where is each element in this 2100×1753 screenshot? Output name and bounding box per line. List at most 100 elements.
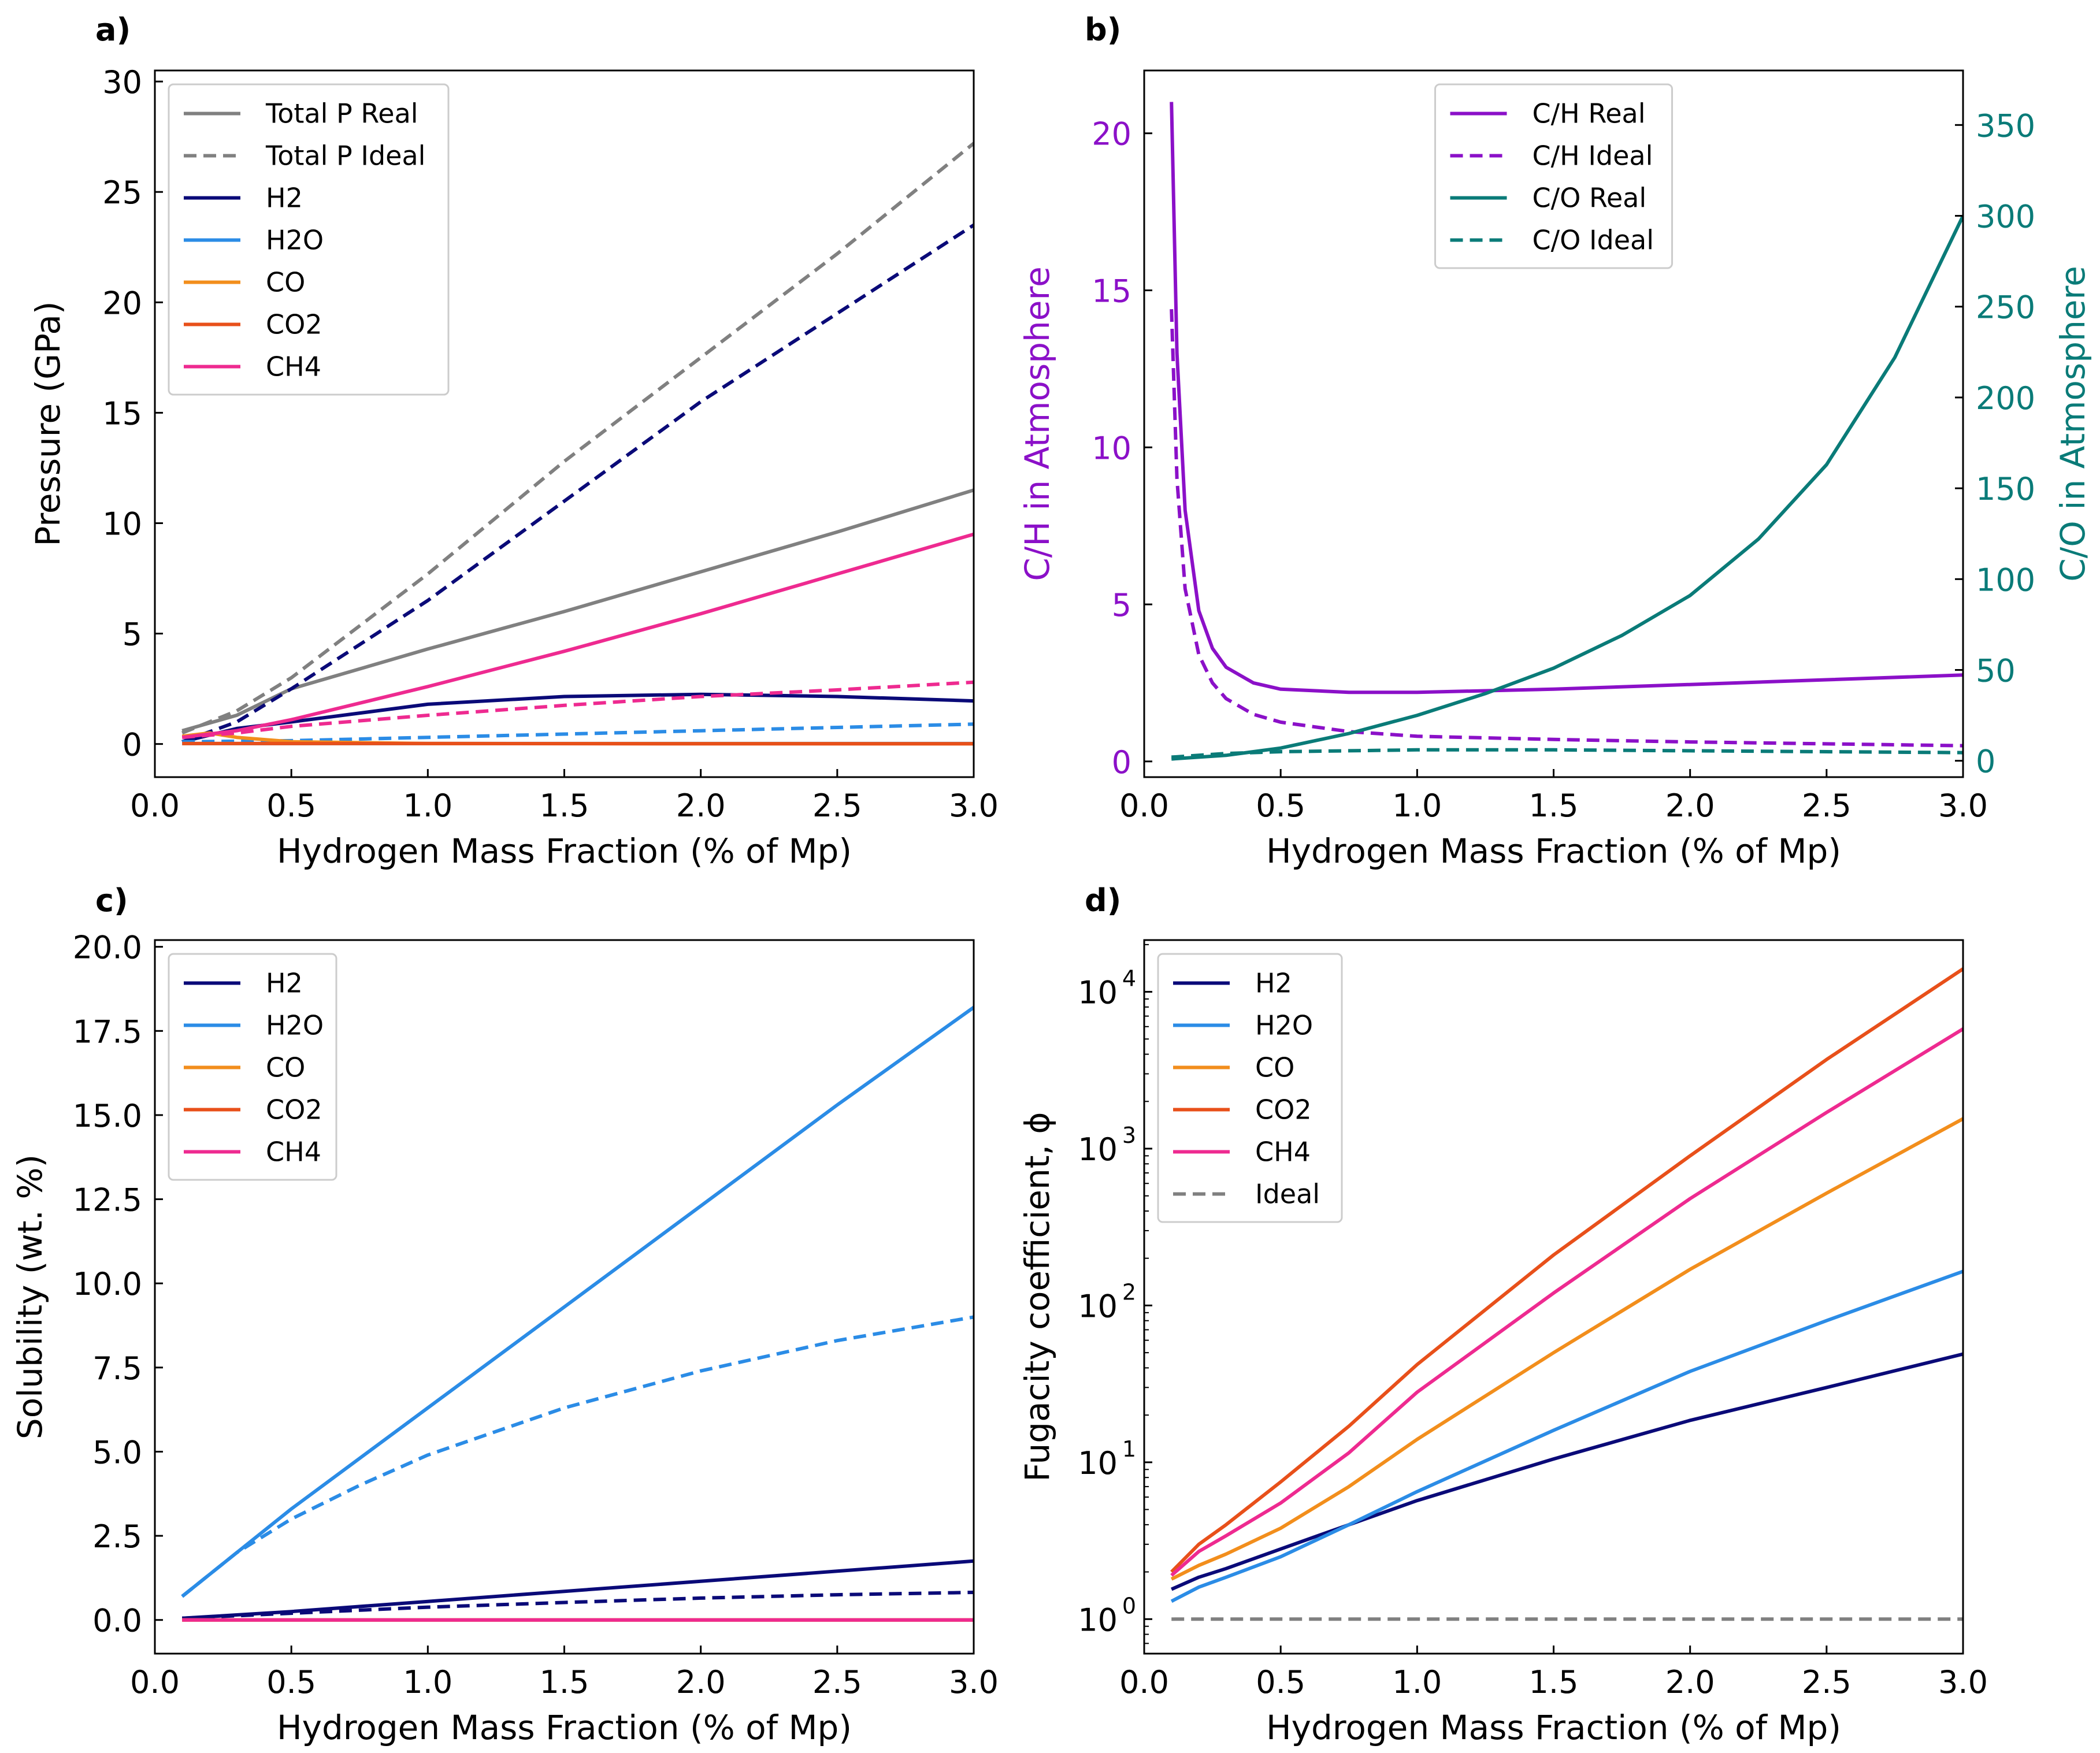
x-tick-label: 0.0 [1119,1664,1169,1700]
x-axis-label: Hydrogen Mass Fraction (% of Mp) [1266,831,1841,871]
legend-entry-label: CH4 [1255,1137,1311,1168]
y-tick-label: 10 [102,506,142,542]
y-tick-label: 15 [1092,273,1131,309]
series-line-h2 [182,1559,974,1620]
y-tick-label: 0 [1112,744,1131,781]
x-axis-label: Hydrogen Mass Fraction (% of Mp) [277,1708,852,1747]
series-line-ch4-ideal [181,680,974,740]
x-tick-label: 2.5 [1802,1664,1852,1700]
y2-tick-label: 350 [1976,107,2035,144]
x-tick-label: 2.0 [1665,1664,1715,1700]
x-tick-label: 1.0 [403,1664,452,1700]
series-line-co2 [1170,967,1963,1573]
y2-tick-label: 300 [1976,199,2035,235]
y-tick-label: 2.5 [92,1518,142,1555]
series-line-c-h-real [1170,102,1963,694]
legend-entry-label: H2O [1255,1010,1313,1041]
x-tick-label: 2.5 [812,1664,862,1700]
x-axis-label: Hydrogen Mass Fraction (% of Mp) [277,831,852,871]
legend-entry-label: CO2 [1255,1094,1312,1126]
y-tick-exponent: 2 [1122,1279,1136,1305]
x-tick-label: 1.5 [1529,1664,1579,1700]
x-tick-label: 1.0 [1392,1664,1442,1700]
legend-entry-label: H2O [266,1010,324,1041]
legend: H2 H2O CO CO2 CH4 Ideal [1157,953,1343,1223]
x-tick-label: 3.0 [949,1664,999,1700]
x-axis-label: Hydrogen Mass Fraction (% of Mp) [1266,1708,1841,1747]
legend-entry-label: C/H Real [1533,98,1646,129]
x-tick-label: 2.0 [676,788,726,824]
y-tick-label: 5 [1112,587,1131,623]
y2-tick-label: 150 [1976,471,2035,507]
legend-entry-label: H2O [266,225,324,256]
series-line-c-o-real [1171,215,1963,761]
x-tick-label: 1.0 [1392,788,1442,824]
y-tick-label: 12.5 [73,1182,142,1219]
panel-1: a) 0.0 0.5 1.0 1.5 2.0 2.5 3.0 0 5 10 15 20 25 30 Hydro… [28,12,999,871]
x-tick-label: 1.0 [403,788,452,824]
panel-label: d) [1085,882,1121,919]
y-tick-label: 15 [102,395,142,432]
y-tick-label: 10 [1078,1131,1118,1168]
plot-area [1170,967,1963,1621]
y-tick-label: 10 [1078,1288,1118,1324]
legend-entry-label: H2 [1255,968,1292,999]
y2-tick-label: 50 [1976,653,2016,689]
y2-tick-label: 100 [1976,562,2035,598]
y-axis-label: Solubility (wt. %) [10,1154,50,1439]
x-tick-label: 0.5 [1256,1664,1305,1700]
y-tick-label: 10 [1078,975,1118,1011]
series-line-h2-ideal [182,1591,974,1620]
x-tick-label: 2.0 [1665,788,1715,824]
y-tick-label: 25 [102,174,142,211]
legend-box [1434,83,1673,269]
y2-tick-label: 0 [1976,744,1995,780]
x-tick-label: 2.5 [812,788,862,824]
legend-box [168,953,337,1181]
panel-label: a) [95,12,131,48]
series-line-ch4 [1170,1027,1963,1577]
series-line-h2 [1170,1352,1963,1591]
x-tick-label: 3.0 [1938,788,1988,824]
y-tick-label: 5 [123,616,142,653]
y-tick-label: 20 [1092,116,1131,153]
y2-axis-label: C/O in Atmosphere [2053,266,2092,582]
x-tick-label: 0.0 [130,788,180,824]
y-tick-label: 7.5 [92,1350,142,1387]
x-tick-label: 0.5 [266,788,316,824]
y-tick-exponent: 1 [1122,1436,1136,1462]
legend-entry-label: CH4 [266,1137,321,1168]
y-tick-exponent: 3 [1122,1123,1136,1148]
series-line-total-p-ideal [181,142,974,735]
y-tick-label: 15.0 [73,1098,142,1134]
legend-box [168,83,450,396]
legend-entry-label: H2 [266,968,303,999]
x-tick-label: 2.5 [1802,788,1852,824]
legend-entry-label: Total P Ideal [265,140,425,172]
series-line-co [1170,1117,1963,1581]
y-tick-label: 10 [1092,430,1131,466]
y-tick-label: 17.5 [73,1013,142,1050]
panel-label: b) [1085,12,1121,48]
series-line-h2o [1170,1269,1963,1603]
y2-tick-label: 200 [1976,380,2035,417]
legend-entry-label: CO2 [266,309,322,340]
legend: Total P Real Total P Ideal H2 H2O CO CO2 CH4 [168,83,450,396]
series-line-h2o-ideal [181,1315,974,1598]
series-line-h2-ideal [181,223,974,744]
legend-entry-label: Ideal [1255,1179,1320,1210]
x-tick-label: 0.0 [1119,788,1169,824]
y-tick-exponent: 0 [1122,1593,1136,1618]
plot-area [181,142,974,746]
legend-entry-label: C/H Ideal [1533,140,1653,172]
x-tick-label: 1.5 [540,788,589,824]
x-tick-label: 3.0 [1938,1664,1988,1700]
x-tick-label: 0.5 [266,1664,316,1700]
legend-box [1157,953,1343,1223]
y-tick-label: 20 [102,285,142,321]
plot-area [181,1006,974,1622]
legend-entry-label: CO [266,267,305,298]
series-line-total-p-real [181,488,974,733]
series-line-c-h-ideal [1170,309,1963,748]
